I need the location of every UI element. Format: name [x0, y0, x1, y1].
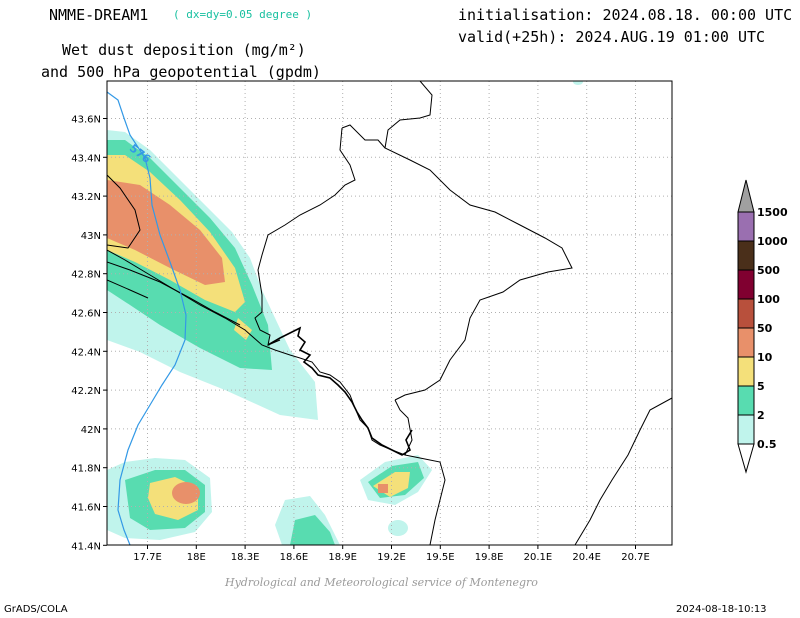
lon-tick-label: 19.2E — [377, 552, 406, 563]
model-title: NMME-DREAM1 — [49, 6, 149, 24]
lat-tick-label: 43N — [81, 231, 101, 242]
coastline — [267, 326, 413, 456]
resolution-label: ( dx=dy=0.05 degree ) — [173, 8, 313, 21]
lon-tick-label: 20.7E — [621, 552, 650, 563]
legend-swatch — [737, 385, 755, 416]
footer-timestamp: 2024-08-18-10:13 — [676, 604, 767, 615]
lon-tick-label: 20.1E — [524, 552, 553, 563]
map-grid — [107, 81, 672, 545]
legend-swatch — [737, 240, 755, 271]
deposition-field — [107, 81, 583, 545]
legend-arrow-top — [737, 179, 755, 213]
legend-swatch — [737, 414, 755, 445]
longitude-axis: 17.7E 18E 18.3E 18.6E 18.9E 19.2E 19.5E 19.8E 20… — [133, 545, 650, 563]
credit-text: Hydrological and Meteorological service … — [225, 576, 538, 589]
lat-tick-label: 42N — [81, 425, 101, 436]
legend-label: 100 — [757, 293, 780, 306]
lat-tick-label: 41.6N — [71, 503, 101, 514]
lon-tick-label: 18E — [187, 552, 206, 563]
variable-title-line2: and 500 hPa geopotential (gpdm) — [41, 63, 321, 81]
valid-time: valid(+25h): 2024.AUG.19 01:00 UTC — [458, 28, 766, 46]
initialisation-time: initialisation: 2024.08.18. 00:00 UTC — [458, 6, 793, 24]
lat-tick-label: 41.8N — [71, 464, 101, 475]
legend-label: 1000 — [757, 235, 788, 248]
legend-label: 2 — [757, 409, 765, 422]
lon-tick-label: 18.9E — [328, 552, 357, 563]
legend-label: 5 — [757, 380, 765, 393]
legend-label: 500 — [757, 264, 780, 277]
lat-tick-label: 42.2N — [71, 386, 101, 397]
legend-arrow-bottom — [737, 443, 755, 474]
legend-label: 50 — [757, 322, 773, 335]
legend-swatch — [737, 327, 755, 358]
legend-swatch — [737, 298, 755, 329]
lon-tick-label: 19.8E — [475, 552, 504, 563]
lat-tick-label: 43.6N — [71, 115, 101, 126]
footer-software: GrADS/COLA — [4, 604, 68, 615]
lat-tick-label: 42.6N — [71, 309, 101, 320]
lon-tick-label: 20.4E — [572, 552, 601, 563]
lon-tick-label: 17.7E — [133, 552, 162, 563]
country-borders — [107, 81, 672, 545]
variable-title-line1: Wet dust deposition (mg/m²) — [62, 41, 306, 59]
lat-tick-label: 42.8N — [71, 270, 101, 281]
legend-swatch — [737, 356, 755, 387]
lon-tick-label: 18.6E — [280, 552, 309, 563]
lat-tick-label: 41.4N — [71, 541, 101, 552]
latitude-axis: 43.6N 43.4N 43.2N 43N 42.8N 42.6N 42.4N 42.2N 42… — [71, 115, 107, 552]
lon-tick-label: 19.5E — [426, 552, 455, 563]
legend-swatch — [737, 269, 755, 300]
lat-tick-label: 43.2N — [71, 192, 101, 203]
legend-label: 10 — [757, 351, 773, 364]
lon-tick-label: 18.3E — [231, 552, 260, 563]
lat-tick-label: 42.4N — [71, 347, 101, 358]
legend-label: 0.5 — [757, 438, 777, 451]
geopotential-contour-576 — [107, 91, 187, 545]
legend: 1500 1000 500 100 50 10 5 2 0.5 — [737, 179, 788, 474]
legend-label: 1500 — [757, 206, 788, 219]
lat-tick-label: 43.4N — [71, 153, 101, 164]
legend-swatch — [737, 211, 755, 242]
